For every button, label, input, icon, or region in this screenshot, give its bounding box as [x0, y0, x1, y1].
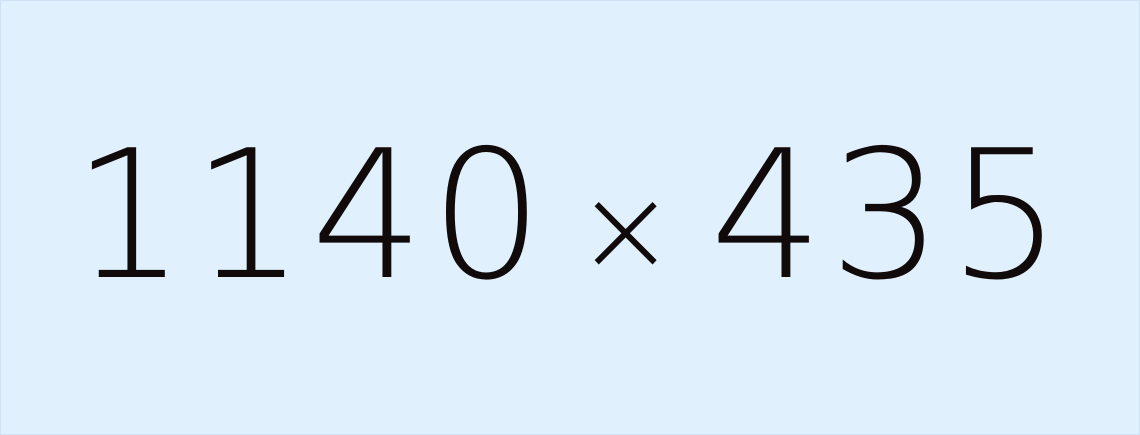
- dimension-label: 1140 × 435: [72, 111, 1068, 319]
- multiply-sign: ×: [575, 160, 676, 300]
- height-value: 435: [709, 111, 1068, 319]
- width-value: 1140: [72, 111, 550, 319]
